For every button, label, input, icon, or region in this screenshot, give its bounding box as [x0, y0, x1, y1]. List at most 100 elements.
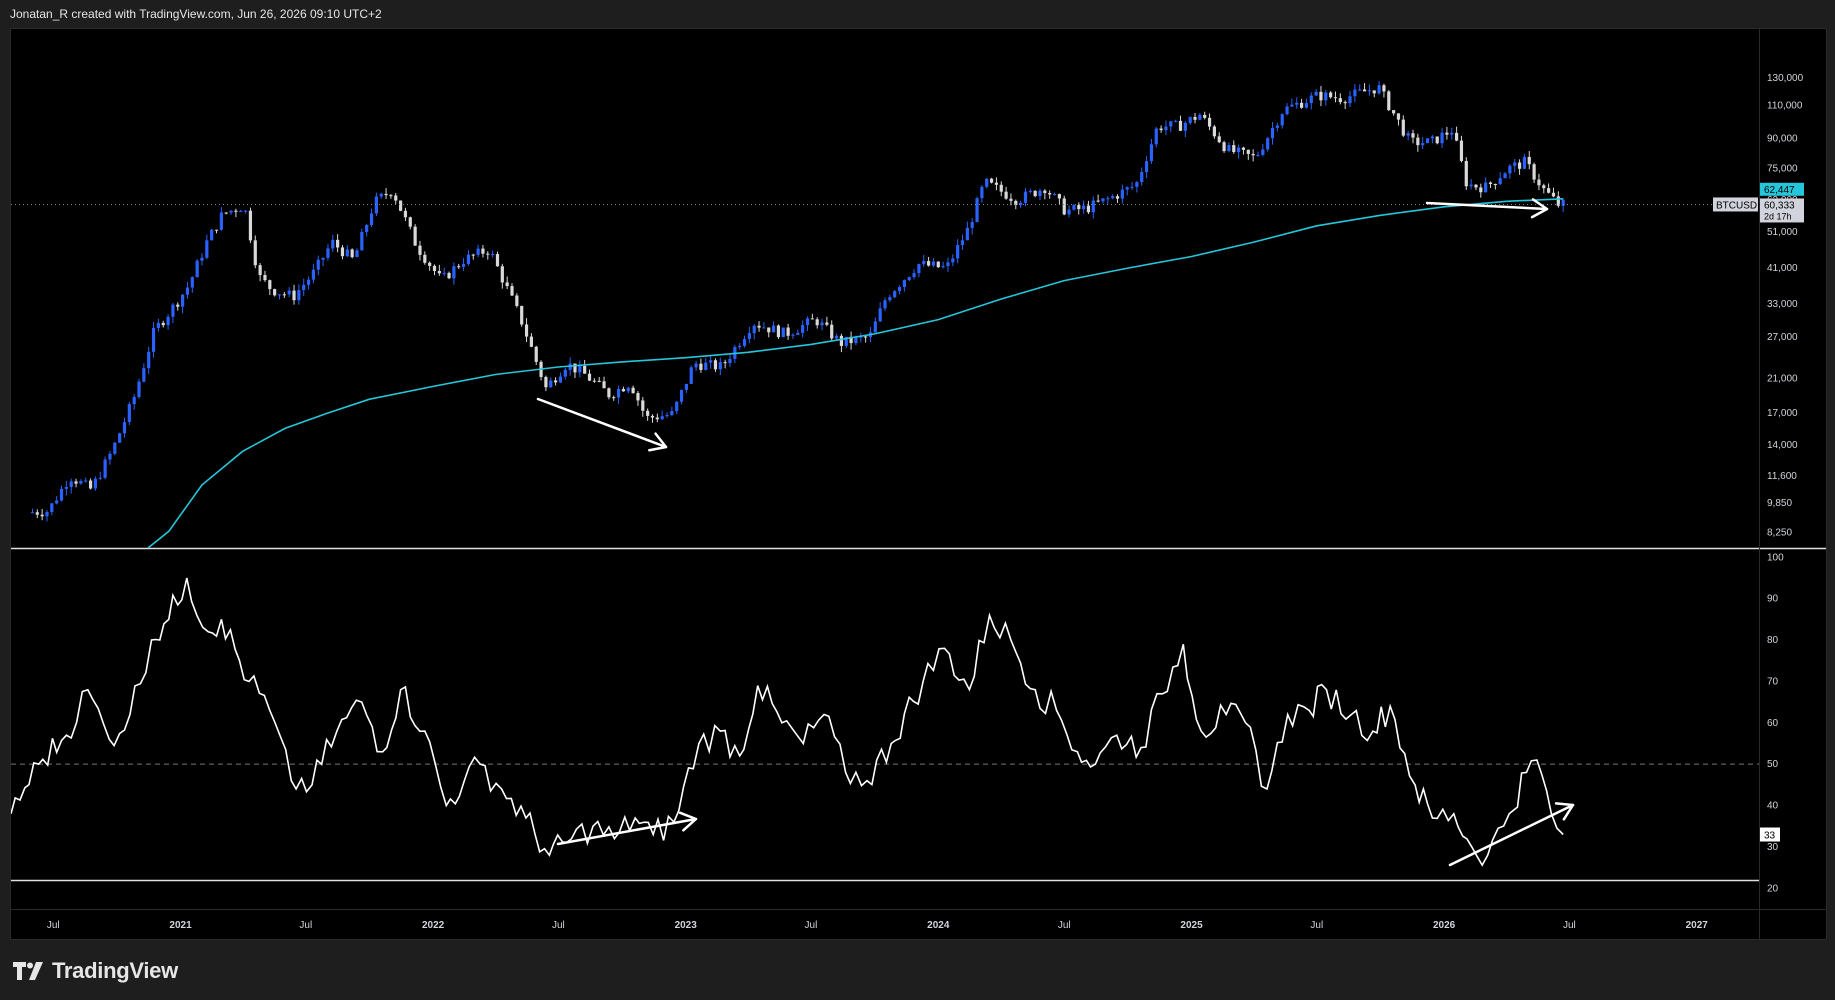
candle-body	[660, 416, 664, 420]
candle-body	[505, 282, 509, 287]
candle-body	[394, 195, 398, 201]
candle-body	[786, 327, 790, 336]
candle-body	[476, 248, 480, 255]
candle-body	[1435, 136, 1439, 144]
candle-body	[142, 368, 146, 382]
candle-body	[597, 380, 601, 382]
candle-body	[931, 261, 936, 266]
candle-body	[287, 290, 291, 295]
rsi-axis-tick-label: 30	[1767, 842, 1779, 853]
candle-body	[612, 397, 616, 399]
candle-body	[74, 481, 78, 484]
candle-body	[946, 262, 950, 267]
candle-body	[1275, 125, 1279, 128]
candle-body	[888, 297, 892, 301]
candle-body	[1174, 120, 1178, 122]
candle-body	[926, 261, 931, 266]
candle-body	[423, 254, 427, 263]
candle-body	[35, 512, 39, 515]
attribution-text: Jonatan_R created with TradingView.com, …	[10, 7, 382, 21]
candle-body	[1406, 133, 1410, 136]
candle-body	[331, 239, 335, 249]
candle-body	[834, 335, 839, 339]
candle-body	[253, 240, 257, 266]
candle-body	[103, 459, 107, 478]
candle-body	[616, 389, 621, 398]
time-axis-tick-label: Jul	[1058, 920, 1071, 931]
candle-body	[1561, 199, 1565, 206]
candle-body	[1488, 182, 1493, 184]
candle-body	[515, 295, 519, 306]
footer-bar: TradingView	[0, 946, 1835, 1000]
candle-body	[1348, 96, 1352, 104]
candle-body	[1111, 196, 1115, 199]
candle-body	[1154, 128, 1158, 145]
price-divergence-arrow-2022-head	[648, 432, 668, 452]
candle-body	[1319, 91, 1323, 101]
candle-body	[79, 481, 83, 484]
candle-body	[1338, 98, 1342, 103]
candle-body	[1251, 153, 1255, 156]
price-axis-tick-label: 9,850	[1767, 498, 1792, 509]
candle-body	[457, 266, 461, 268]
candle-body	[636, 393, 640, 401]
candle-body	[50, 503, 54, 512]
tradingview-logo[interactable]: TradingView	[12, 958, 178, 984]
candle-body	[1052, 194, 1057, 196]
ma-value-label-bg	[1760, 182, 1804, 196]
candle-body	[302, 284, 306, 291]
candle-body	[1217, 136, 1221, 143]
candle-body	[951, 258, 955, 263]
candle-body	[1387, 91, 1391, 111]
candle-body	[219, 212, 223, 230]
candle-body	[437, 270, 441, 274]
chart-area[interactable]: 130,000110,00090,00075,00062,00051,00041…	[10, 28, 1827, 940]
candle-body	[1479, 187, 1483, 193]
candle-body	[878, 308, 882, 322]
candle-body	[1207, 117, 1212, 127]
candle-body	[1425, 138, 1430, 144]
candle-body	[176, 304, 180, 307]
candle-body	[389, 195, 393, 197]
candle-body	[360, 232, 364, 251]
candle-body	[200, 257, 204, 261]
candle-body	[1508, 165, 1512, 174]
candle-body	[452, 266, 456, 279]
chart-canvas[interactable]: 130,000110,00090,00075,00062,00051,00041…	[11, 29, 1826, 939]
candle-body	[1241, 147, 1246, 150]
moving-average-line	[147, 198, 1564, 549]
candle-body	[326, 248, 330, 258]
candle-body	[941, 266, 945, 268]
time-axis-tick-label: 2026	[1433, 920, 1456, 931]
candle-body	[1086, 205, 1091, 213]
rsi-last-value-label: 33	[1764, 831, 1776, 842]
candle-body	[210, 229, 214, 241]
candle-body	[1411, 133, 1415, 138]
candle-body	[815, 319, 819, 326]
candle-body	[1430, 136, 1434, 139]
price-axis-tick-label: 90,000	[1767, 134, 1798, 145]
candle-body	[830, 324, 834, 339]
rsi-axis-tick-label: 70	[1767, 676, 1779, 687]
time-axis-tick-label: Jul	[1563, 920, 1576, 931]
candle-body	[1513, 162, 1517, 166]
candle-body	[108, 453, 112, 460]
candle-body	[587, 373, 592, 381]
ma-value-label: 62,447	[1764, 185, 1795, 196]
candle-body	[718, 362, 722, 370]
candle-body	[1130, 186, 1134, 188]
candle-body	[224, 212, 228, 214]
candle-body	[999, 184, 1003, 192]
candle-body	[481, 248, 485, 254]
candle-body	[398, 200, 403, 211]
candle-body	[820, 322, 824, 326]
candle-body	[1057, 194, 1061, 199]
candle-body	[1285, 106, 1289, 115]
candle-body	[137, 381, 141, 398]
candle-body	[93, 478, 98, 489]
candle-body	[641, 400, 645, 411]
last-price-label: 60,333	[1764, 200, 1795, 211]
candle-body	[675, 401, 679, 412]
candle-body	[626, 387, 630, 392]
price-divergence-arrow-2026	[1425, 201, 1549, 211]
